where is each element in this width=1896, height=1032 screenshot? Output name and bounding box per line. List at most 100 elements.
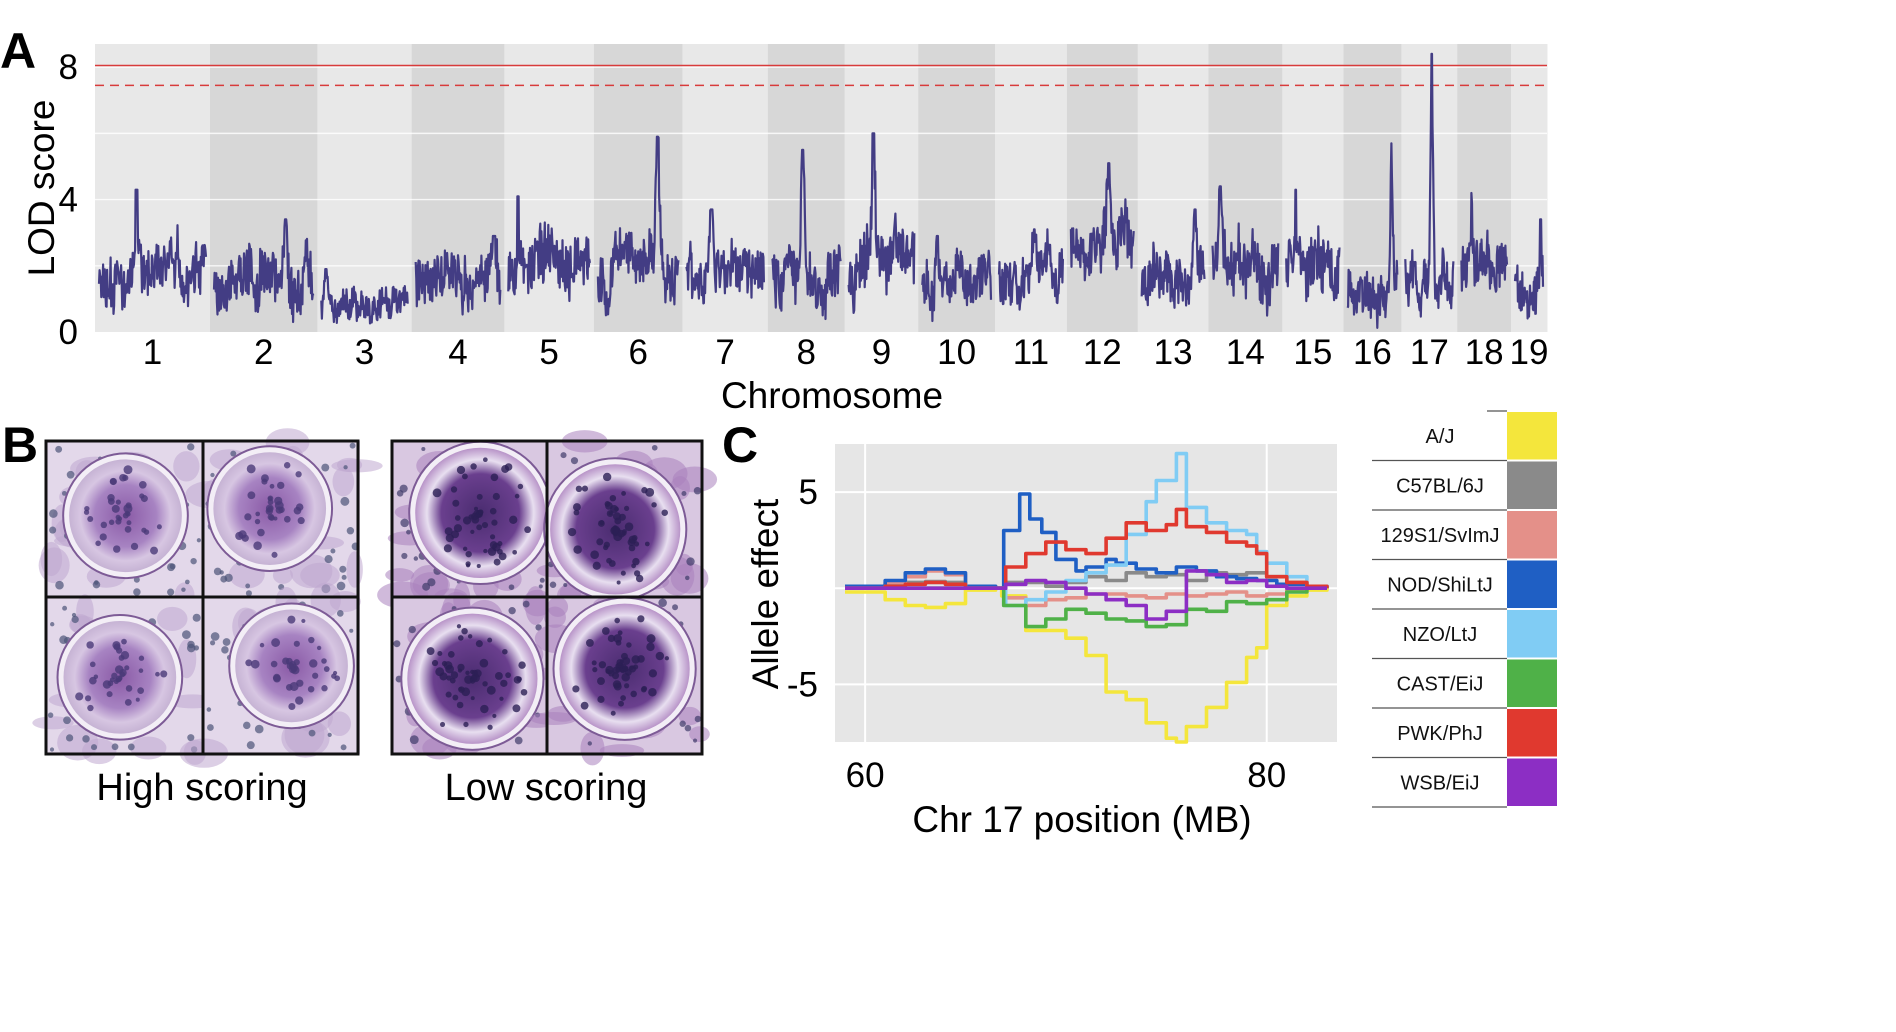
legend-label: WSB/EiJ — [1401, 772, 1480, 794]
chromosome-tick-9: 9 — [872, 333, 891, 372]
legend-swatch — [1507, 461, 1557, 509]
lod-curve-chr-14 — [1211, 185, 1280, 317]
lod-manhattan-plot: 048 1 2 3 4 5 6 7 8 9 10 11 12 13 14 15 16 17 18 19 LOD sc… — [21, 44, 1548, 416]
allele-x-axis-label: Chr 17 position (MB) — [912, 799, 1251, 840]
lod-curve-chr-19 — [1513, 218, 1545, 320]
chromosome-tick-19: 19 — [1510, 333, 1549, 372]
allele-y-ticks: -5 5 — [787, 473, 818, 704]
legend-label: 129S1/SvImJ — [1381, 525, 1500, 547]
legend-label: CAST/EiJ — [1397, 673, 1484, 695]
chromosome-tick-16: 16 — [1353, 333, 1392, 372]
legend-entry: NOD/ShiLtJ — [1372, 560, 1557, 610]
lod-y-axis-label: LOD score — [21, 100, 62, 277]
chromosome-band-3 — [317, 44, 413, 332]
lod-y-tick: 8 — [59, 48, 78, 87]
chromosome-tick-8: 8 — [797, 333, 816, 372]
legend-swatch — [1507, 659, 1557, 707]
allele-curve-nod-shiltj — [845, 492, 1329, 591]
lod-curve-chr-1 — [97, 188, 208, 315]
low-scoring-tile — [377, 440, 553, 609]
legend-label: NOD/ShiLtJ — [1387, 574, 1493, 596]
allele-y-tick: -5 — [787, 665, 818, 704]
legend-entry: 129S1/SvImJ — [1372, 511, 1557, 561]
chromosome-tick-3: 3 — [355, 333, 374, 372]
chromosome-band-10 — [918, 44, 996, 332]
legend-label: C57BL/6J — [1396, 475, 1484, 497]
legend-swatch — [1507, 511, 1557, 559]
panel-label-c: C — [722, 417, 758, 473]
lod-curve-chr-11 — [997, 228, 1064, 311]
allele-x-ticks: 60 80 — [846, 756, 1287, 795]
lod-curve-chr-9 — [847, 132, 916, 314]
legend-swatch — [1507, 709, 1557, 757]
low-scoring-tile — [529, 596, 710, 766]
lod-curve-chr-7 — [685, 208, 765, 305]
chromosome-tick-4: 4 — [448, 333, 467, 372]
chromosome-tick-14: 14 — [1226, 333, 1265, 372]
lod-y-tick: 4 — [59, 181, 78, 220]
chromosome-tick-12: 12 — [1083, 333, 1122, 372]
chromosome-band-18 — [1457, 44, 1512, 332]
legend-entry: NZO/LtJ — [1372, 610, 1557, 660]
lod-curve-chr-8 — [771, 148, 842, 321]
chromosome-tick-17: 17 — [1410, 333, 1449, 372]
lod-curve-chr-17 — [1404, 52, 1455, 318]
lod-curve-chr-4 — [414, 234, 502, 316]
lod-curve-chr-6 — [596, 135, 680, 317]
histology-high-scoring — [32, 428, 383, 768]
allele-effect-curves — [845, 451, 1329, 744]
low-scoring-tile — [392, 581, 558, 760]
allele-effect-plot: -5 5 60 80 Allele effect Chr 17 position (… — [745, 444, 1337, 840]
legend-entry: WSB/EiJ — [1372, 758, 1557, 808]
lod-curve-chr-13 — [1140, 208, 1206, 309]
lod-curve-chr-12 — [1069, 162, 1135, 282]
low-scoring-tile — [536, 430, 718, 608]
allele-curve-a-j — [845, 586, 1329, 744]
chromosome-tick-11: 11 — [1013, 333, 1049, 372]
lod-x-axis-label: Chromosome — [721, 375, 943, 416]
high-scoring-tile — [179, 582, 361, 768]
high-scoring-tile — [38, 441, 203, 609]
strain-legend: A/J C57BL/6J 129S1/SvImJ NOD/ShiLtJ NZO/LtJ C… — [1372, 410, 1557, 808]
lod-curves — [97, 52, 1545, 329]
allele-y-tick: 5 — [799, 473, 818, 512]
chromosome-tick-2: 2 — [254, 333, 273, 372]
legend-label: NZO/LtJ — [1403, 624, 1477, 646]
lod-curve-chr-18 — [1460, 191, 1509, 293]
allele-x-tick: 80 — [1247, 756, 1286, 795]
chromosome-tick-10: 10 — [937, 333, 976, 372]
lod-y-tick: 0 — [59, 313, 78, 352]
chromosome-tick-6: 6 — [628, 333, 647, 372]
chromosome-tick-18: 18 — [1465, 333, 1504, 372]
lod-curve-chr-2 — [212, 218, 315, 324]
chromosome-tick-13: 13 — [1154, 333, 1193, 372]
allele-curve-wsb-eij — [845, 569, 1327, 621]
panel-label-b: B — [2, 417, 38, 473]
allele-y-axis-label: Allele effect — [745, 498, 786, 689]
histology-low-scoring — [377, 430, 718, 766]
legend-label: A/J — [1426, 426, 1455, 448]
legend-entry: PWK/PhJ — [1372, 709, 1557, 759]
lod-gridlines — [95, 66, 1547, 267]
lod-curve-chr-5 — [507, 195, 591, 303]
high-scoring-tile — [185, 428, 383, 598]
allele-curve-pwk-phj — [845, 507, 1329, 591]
lod-curve-chr-3 — [320, 268, 409, 325]
lod-curve-chr-15 — [1285, 188, 1341, 303]
legend-swatch — [1507, 560, 1557, 608]
panel-label-a: A — [0, 23, 36, 79]
lod-curve-chr-10 — [921, 234, 993, 323]
chromosome-tick-5: 5 — [539, 333, 558, 372]
lod-y-ticks: 0 4 8 — [59, 48, 78, 352]
chromosome-tick-15: 15 — [1293, 333, 1332, 372]
chromosome-band-12 — [1066, 44, 1139, 332]
legend-swatch — [1507, 610, 1557, 658]
legend-swatch — [1507, 412, 1557, 460]
legend-swatch — [1507, 758, 1557, 806]
allele-x-tick: 60 — [846, 756, 885, 795]
legend-label: PWK/PhJ — [1397, 723, 1483, 745]
legend-entry: CAST/EiJ — [1372, 659, 1557, 709]
lod-curve-chr-16 — [1346, 142, 1399, 329]
low-scoring-label: Low scoring — [445, 767, 648, 809]
